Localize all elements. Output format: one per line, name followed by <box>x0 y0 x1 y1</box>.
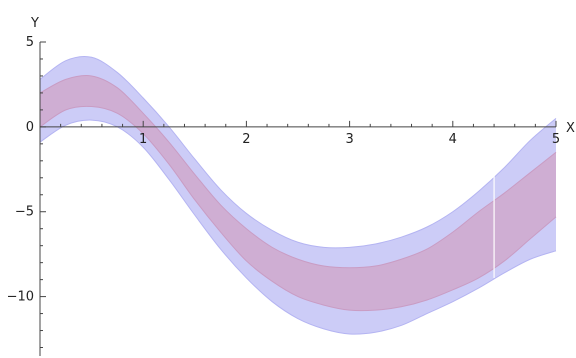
y-axis-title: Y <box>30 16 39 31</box>
y-tick-label: −10 <box>7 290 34 305</box>
y-tick-label: 0 <box>26 120 34 135</box>
x-tick-label: 5 <box>552 132 560 147</box>
x-tick-label: 1 <box>139 132 147 147</box>
x-tick-label: 2 <box>242 132 250 147</box>
y-tick-label: −5 <box>15 205 34 220</box>
x-tick-label: 3 <box>345 132 353 147</box>
band-1-lower-edge <box>39 119 557 335</box>
band-2 <box>40 75 556 311</box>
band-2-upper-edge <box>39 74 557 269</box>
band-2-lower-edge <box>39 105 557 312</box>
band-1-upper-edge <box>39 55 557 249</box>
bands-layer <box>39 55 557 335</box>
y-tick-label: 5 <box>26 35 34 50</box>
x-tick-label: 4 <box>449 132 457 147</box>
x-axis-title: X <box>566 121 575 136</box>
ticks-layer: 1 2 3 4 5 5 0 −5 −10 <box>7 35 560 349</box>
